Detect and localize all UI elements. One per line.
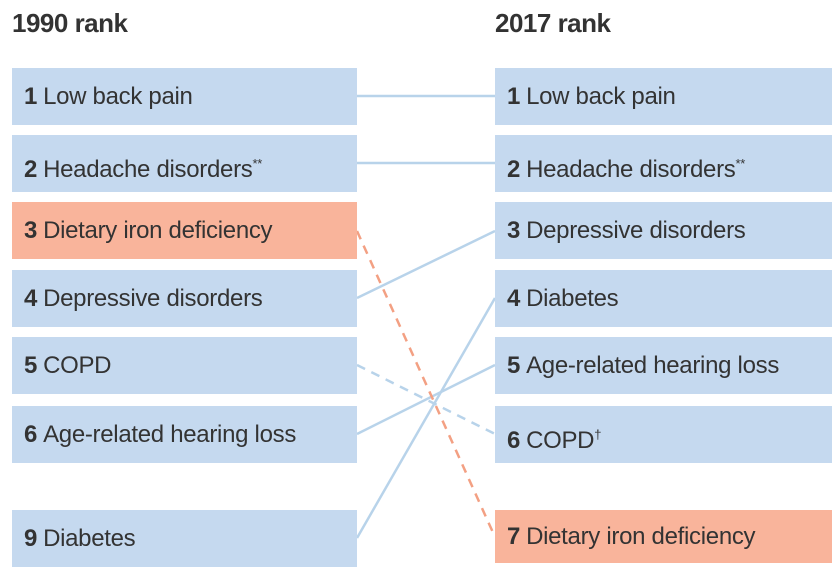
rank-box: 5 COPD (12, 337, 357, 394)
rank: 6 (24, 421, 38, 448)
label: Depressive disorders (43, 285, 263, 312)
rank-box: 1 Low back pain (12, 68, 357, 125)
label: COPD (43, 352, 112, 379)
rank-box: 6 COPD† (495, 406, 832, 463)
rank: 4 (507, 285, 521, 312)
rank-box: 2 Headache disorders** (495, 135, 832, 192)
rank: 1 (507, 83, 521, 110)
rank: 5 (24, 352, 38, 379)
label: Low back pain (526, 83, 676, 110)
rank-box: 5 Age-related hearing loss (495, 337, 832, 394)
label: Headache disorders (526, 156, 736, 183)
label: Dietary iron deficiency (43, 217, 273, 244)
rank: 2 (507, 156, 521, 183)
note: ** (735, 156, 745, 171)
label: Low back pain (43, 83, 193, 110)
rank: 4 (24, 285, 38, 312)
link (356, 363, 496, 436)
label: Age-related hearing loss (526, 352, 780, 379)
note: † (594, 427, 602, 442)
rank: 3 (24, 217, 38, 244)
label: Diabetes (43, 525, 136, 552)
rank: 3 (507, 217, 521, 244)
label: Diabetes (526, 285, 619, 312)
label: Depressive disorders (526, 217, 746, 244)
link (356, 363, 496, 436)
link (355, 297, 497, 539)
rank-box: 4 Depressive disorders (12, 270, 357, 327)
note: ** (252, 156, 262, 171)
label: COPD (526, 427, 595, 454)
right-title: 2017 rank (495, 8, 611, 38)
rank-box: 2 Headache disorders** (12, 135, 357, 192)
rank-box: 1 Low back pain (495, 68, 832, 125)
link (355, 230, 497, 538)
rank: 2 (24, 156, 38, 183)
rank: 7 (507, 523, 521, 550)
label: Headache disorders (43, 156, 253, 183)
label: Age-related hearing loss (43, 421, 297, 448)
rank-box: 3 Depressive disorders (495, 202, 832, 259)
rank-box: 7 Dietary iron deficiency (495, 510, 832, 563)
rank: 1 (24, 83, 38, 110)
rank: 9 (24, 525, 38, 552)
rank-box: 6 Age-related hearing loss (12, 406, 357, 463)
rank: 6 (507, 427, 521, 454)
rank-box: 9 Diabetes (12, 510, 357, 567)
label: Dietary iron deficiency (526, 523, 756, 550)
rank-box: 3 Dietary iron deficiency (12, 202, 357, 259)
rank: 5 (507, 352, 521, 379)
left-title: 1990 rank (12, 8, 128, 38)
link (356, 229, 496, 300)
rank-box: 4 Diabetes (495, 270, 832, 327)
